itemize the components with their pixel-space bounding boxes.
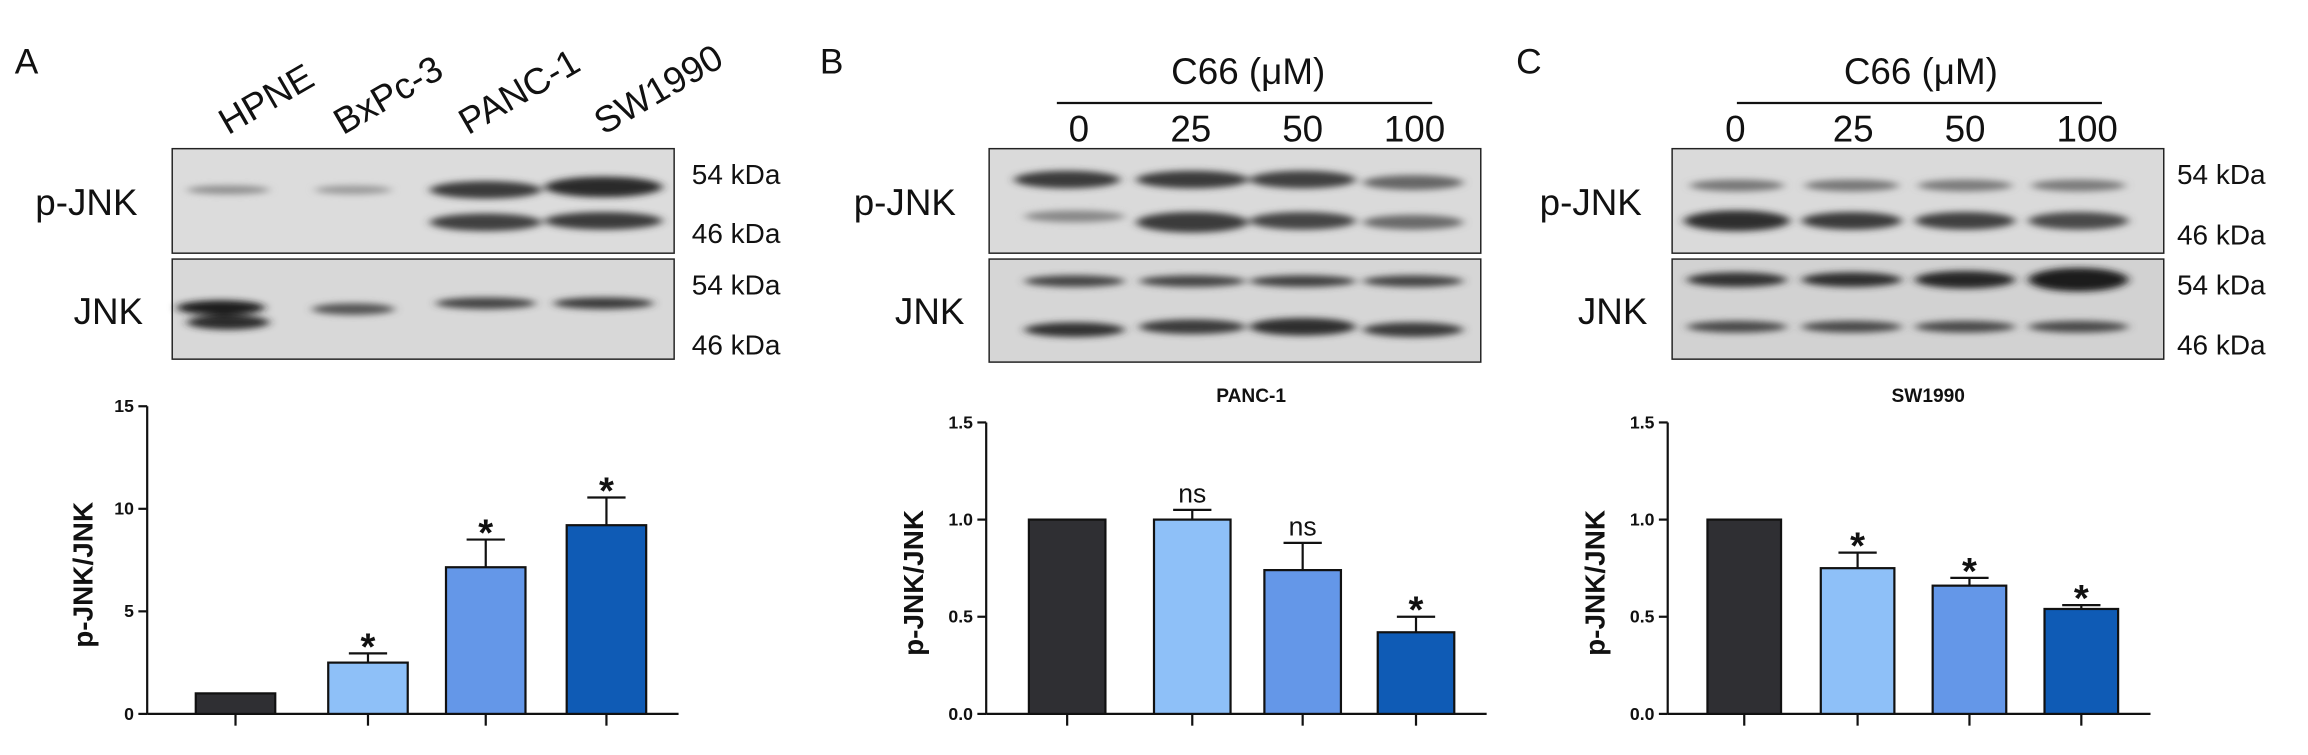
bar: [1152, 518, 1232, 715]
panel-a-pjnk-mw-46: 46 kDa: [692, 218, 781, 249]
panel-c-dose-label: 50: [1945, 108, 1986, 149]
panel-c-dose-label: 25: [1833, 108, 1874, 149]
panel-b-dose-label: 100: [1384, 108, 1445, 149]
chart-title: PANC-1: [1216, 386, 1286, 407]
panel-c: C C66 (μM) 0 25 50 100 p-JNK 54 kDa 46 k…: [1516, 43, 2266, 361]
panel-a-lane-label: SW1990: [587, 36, 730, 142]
panel-a-lane-label: PANC-1: [452, 41, 587, 143]
panel-c-pjnk-mw-54: 54 kDa: [2177, 159, 2266, 190]
panel-b-pjnk-label: p-JNK: [854, 182, 957, 223]
panel-c-letter: C: [1516, 43, 1542, 82]
panel-a-jnk-label: JNK: [74, 291, 144, 332]
bar: [1263, 569, 1343, 715]
panel-c-jnk-label: JNK: [1578, 291, 1648, 332]
panel-a-jnk-mw-46: 46 kDa: [692, 330, 781, 361]
bar: [327, 661, 409, 715]
y-tick-label: 0.5: [1630, 607, 1655, 627]
panel-a: A HPNE BxPc-3 PANC-1 SW1990 p-JNK 54 kDa…: [15, 36, 781, 360]
panel-a-letter: A: [15, 43, 39, 82]
significance-label: ns: [1178, 479, 1206, 509]
panel-b-dose-label: 0: [1069, 108, 1089, 149]
significance-label: *: [1850, 525, 1865, 568]
bar-charts: 0 5 10 15 p-JNK/JNK * * * PANC-1 0.0 0.5 1.0 1.5 p-JN…: [68, 386, 2151, 726]
panel-a-lane-label: HPNE: [212, 56, 321, 143]
bar-chart: PANC-1 0.0 0.5 1.0 1.5 p-JNK/JNK ns ns *: [898, 386, 1487, 726]
panel-b-jnk-blot: [988, 258, 1482, 363]
panel-a-jnk-mw-54: 54 kDa: [692, 269, 781, 300]
panel-b-dose-label: 25: [1170, 108, 1211, 149]
significance-label: *: [1409, 589, 1424, 632]
y-tick-label: 1.0: [1630, 509, 1655, 529]
panel-c-treatment-label: C66 (μM): [1844, 51, 1998, 92]
y-tick-label: 15: [114, 396, 134, 416]
panel-c-jnk-blot: [1671, 258, 2165, 360]
bar-chart: SW1990 0.0 0.5 1.0 1.5 p-JNK/JNK * * *: [1579, 386, 2151, 726]
y-axis-label: p-JNK/JNK: [898, 510, 929, 656]
panel-c-pjnk-label: p-JNK: [1540, 182, 1643, 223]
panel-a-jnk-blot: [171, 258, 675, 360]
bar: [1027, 518, 1107, 715]
bar: [1376, 631, 1456, 715]
bar: [1819, 567, 1896, 715]
bar: [2043, 607, 2120, 715]
bar: [1931, 584, 2008, 715]
panel-a-pjnk-mw-54: 54 kDa: [692, 159, 781, 190]
y-tick-label: 1.5: [1630, 412, 1655, 432]
panel-a-pjnk-label: p-JNK: [35, 182, 138, 223]
significance-label: *: [1962, 550, 1977, 593]
y-tick-label: 1.0: [948, 509, 973, 529]
significance-label: *: [599, 469, 614, 512]
y-tick-label: 5: [124, 601, 134, 621]
significance-label: *: [2074, 577, 2089, 620]
panel-b-treatment-label: C66 (μM): [1171, 51, 1325, 92]
bar: [444, 566, 527, 715]
bar: [1706, 518, 1783, 715]
bar: [194, 692, 277, 715]
panel-b-dose-label: 50: [1282, 108, 1323, 149]
panel-c-pjnk-blot: [1671, 147, 2165, 254]
y-axis-label: p-JNK/JNK: [1579, 510, 1610, 656]
y-tick-label: 0.5: [948, 607, 973, 627]
bar: [565, 524, 648, 715]
significance-label: *: [478, 511, 493, 554]
significance-label: ns: [1289, 512, 1317, 542]
y-tick-label: 1.5: [948, 412, 973, 432]
panel-a-lane-label: BxPc-3: [326, 48, 449, 143]
panel-b-letter: B: [820, 43, 844, 82]
y-tick-label: 10: [114, 499, 134, 519]
chart-title: SW1990: [1892, 386, 1965, 407]
panel-c-jnk-mw-54: 54 kDa: [2177, 269, 2266, 300]
bar-chart: 0 5 10 15 p-JNK/JNK * * *: [68, 396, 679, 726]
panel-c-dose-label: 100: [2057, 108, 2118, 149]
panel-c-jnk-mw-46: 46 kDa: [2177, 330, 2266, 361]
y-tick-label: 0: [124, 704, 134, 724]
panel-a-pjnk-blot: [171, 147, 675, 254]
panel-c-dose-label: 0: [1725, 108, 1745, 149]
panel-b-jnk-label: JNK: [895, 291, 965, 332]
panel-b: B C66 (μM) 0 25 50 100 p-JNK JNK: [820, 43, 1482, 363]
significance-label: *: [361, 625, 376, 668]
panel-c-pjnk-mw-46: 46 kDa: [2177, 219, 2266, 250]
y-tick-label: 0.0: [948, 704, 973, 724]
y-tick-label: 0.0: [1630, 704, 1655, 724]
panel-b-pjnk-blot: [988, 147, 1482, 254]
y-axis-label: p-JNK/JNK: [68, 502, 99, 648]
